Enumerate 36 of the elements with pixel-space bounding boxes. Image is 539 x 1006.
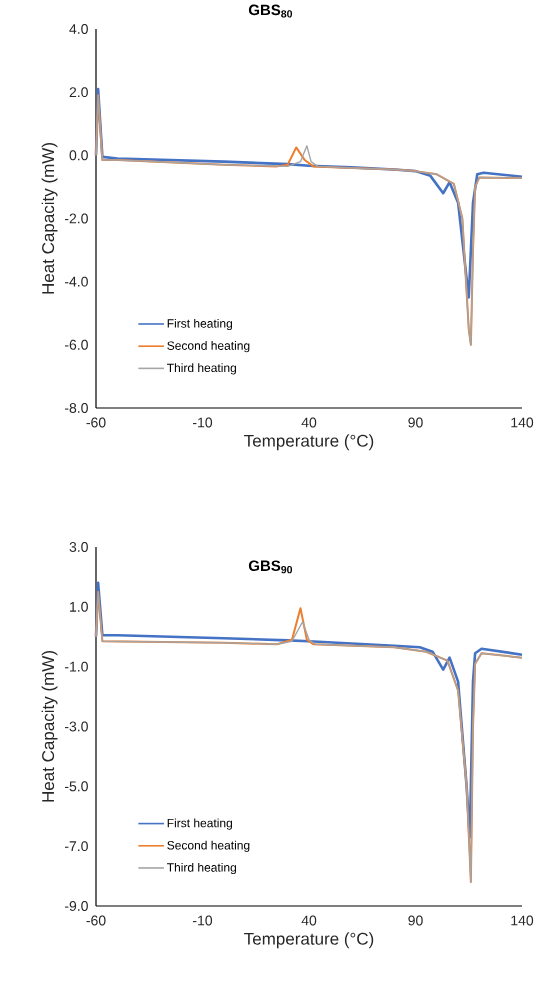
y-tick-label: -7.0 — [64, 841, 88, 852]
x-axis-title: Temperature (°C) — [244, 434, 374, 451]
y-axis-title: Heat Capacity (mW) — [41, 651, 58, 802]
x-tick-label: 140 — [511, 417, 534, 428]
y-tick-label: -5.0 — [64, 781, 88, 792]
x-tick-label: -10 — [193, 915, 213, 926]
x-tick-label: -60 — [86, 915, 106, 926]
y-tick-label: -3.0 — [64, 721, 88, 732]
y-tick-label: -4.0 — [64, 276, 88, 287]
legend-label: First heating — [167, 818, 232, 830]
legend-label: First heating — [167, 318, 232, 331]
y-tick-label: 2.0 — [69, 87, 88, 98]
y-tick-label: -2.0 — [64, 213, 88, 224]
x-tick-label: 90 — [408, 417, 423, 428]
x-tick-label: 140 — [511, 915, 534, 926]
legend-label: Second heating — [167, 840, 250, 852]
y-tick-label: -9.0 — [64, 901, 88, 911]
x-tick-label: 90 — [408, 915, 423, 926]
y-axis-title: Heat Capacity (mW) — [41, 143, 58, 294]
x-axis-title: Temperature (°C) — [244, 932, 374, 949]
x-tick-label: 40 — [301, 915, 317, 926]
y-tick-label: 4.0 — [69, 24, 88, 34]
legend-label: Third heating — [167, 363, 236, 375]
y-tick-label: 1.0 — [70, 601, 88, 612]
x-tick-label: -60 — [86, 417, 106, 428]
legend-label: Third heating — [167, 862, 236, 875]
legend-label: Second heating — [167, 341, 250, 353]
y-tick-label: 0.0 — [69, 150, 88, 161]
y-tick-label: -6.0 — [64, 339, 88, 350]
y-tick-label: -8.0 — [64, 403, 88, 413]
text: GBS$_{90}$ — [248, 560, 293, 574]
x-tick-label: 40 — [301, 417, 317, 428]
y-tick-label: -1.0 — [64, 661, 88, 672]
x-tick-label: -10 — [193, 417, 213, 428]
y-tick-label: 3.0 — [69, 542, 88, 552]
chart-title: GBS$_{80}$ — [248, 4, 293, 18]
